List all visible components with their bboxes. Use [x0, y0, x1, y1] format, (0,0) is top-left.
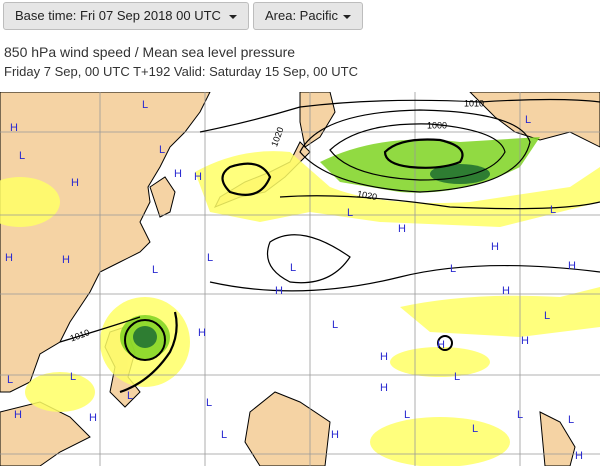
pressure-center: L: [127, 390, 133, 402]
pressure-center: L: [70, 371, 76, 383]
pressure-center: L: [454, 371, 460, 383]
map-title: 850 hPa wind speed / Mean sea level pres…: [4, 44, 296, 60]
pressure-center: L: [152, 264, 158, 276]
pressure-center: L: [450, 263, 456, 275]
pressure-center: L: [159, 144, 165, 156]
pressure-center: L: [550, 204, 556, 216]
pressure-center: L: [7, 374, 13, 386]
pressure-center: H: [437, 339, 445, 351]
pressure-center: L: [207, 252, 213, 264]
map-subtitle: Friday 7 Sep, 00 UTC T+192 Valid: Saturd…: [4, 64, 358, 79]
pressure-center: L: [206, 397, 212, 409]
pressure-center: L: [404, 409, 410, 421]
pressure-center: H: [568, 260, 576, 272]
pressure-center: L: [525, 114, 531, 126]
pressure-center: H: [10, 122, 18, 134]
pressure-center: H: [521, 335, 529, 347]
pressure-center: H: [502, 285, 510, 297]
pressure-center: L: [19, 150, 25, 162]
isobar-label: 1000: [427, 120, 447, 130]
pressure-center: L: [517, 409, 523, 421]
pressure-center: L: [544, 310, 550, 322]
isobar-label: 1020: [356, 189, 377, 202]
pressure-center: H: [89, 412, 97, 424]
pressure-center: H: [174, 168, 182, 180]
base-time-dropdown[interactable]: Base time: Fri 07 Sep 2018 00 UTC: [3, 2, 249, 30]
pressure-center: H: [575, 450, 583, 462]
pressure-center: H: [14, 409, 22, 421]
pressure-center: H: [198, 327, 206, 339]
pressure-center: H: [62, 254, 70, 266]
pressure-center: H: [194, 171, 202, 183]
pressure-center: H: [331, 429, 339, 441]
pressure-center: H: [380, 351, 388, 363]
isobar-label: 1010: [464, 98, 484, 108]
pressure-center: L: [221, 429, 227, 441]
pressure-center: L: [472, 423, 478, 435]
pressure-center: L: [142, 99, 148, 111]
pressure-center: L: [568, 414, 574, 426]
pressure-center: H: [380, 382, 388, 394]
graticule: [0, 92, 600, 466]
pressure-center: H: [71, 177, 79, 189]
pressure-center: H: [275, 285, 283, 297]
area-dropdown[interactable]: Area: Pacific: [253, 2, 363, 30]
pressure-center: L: [332, 319, 338, 331]
pressure-center: H: [491, 241, 499, 253]
pressure-center: L: [347, 207, 353, 219]
pressure-center: L: [290, 262, 296, 274]
pressure-center: H: [5, 252, 13, 264]
pressure-center: H: [398, 223, 406, 235]
isobars: [59, 98, 600, 394]
